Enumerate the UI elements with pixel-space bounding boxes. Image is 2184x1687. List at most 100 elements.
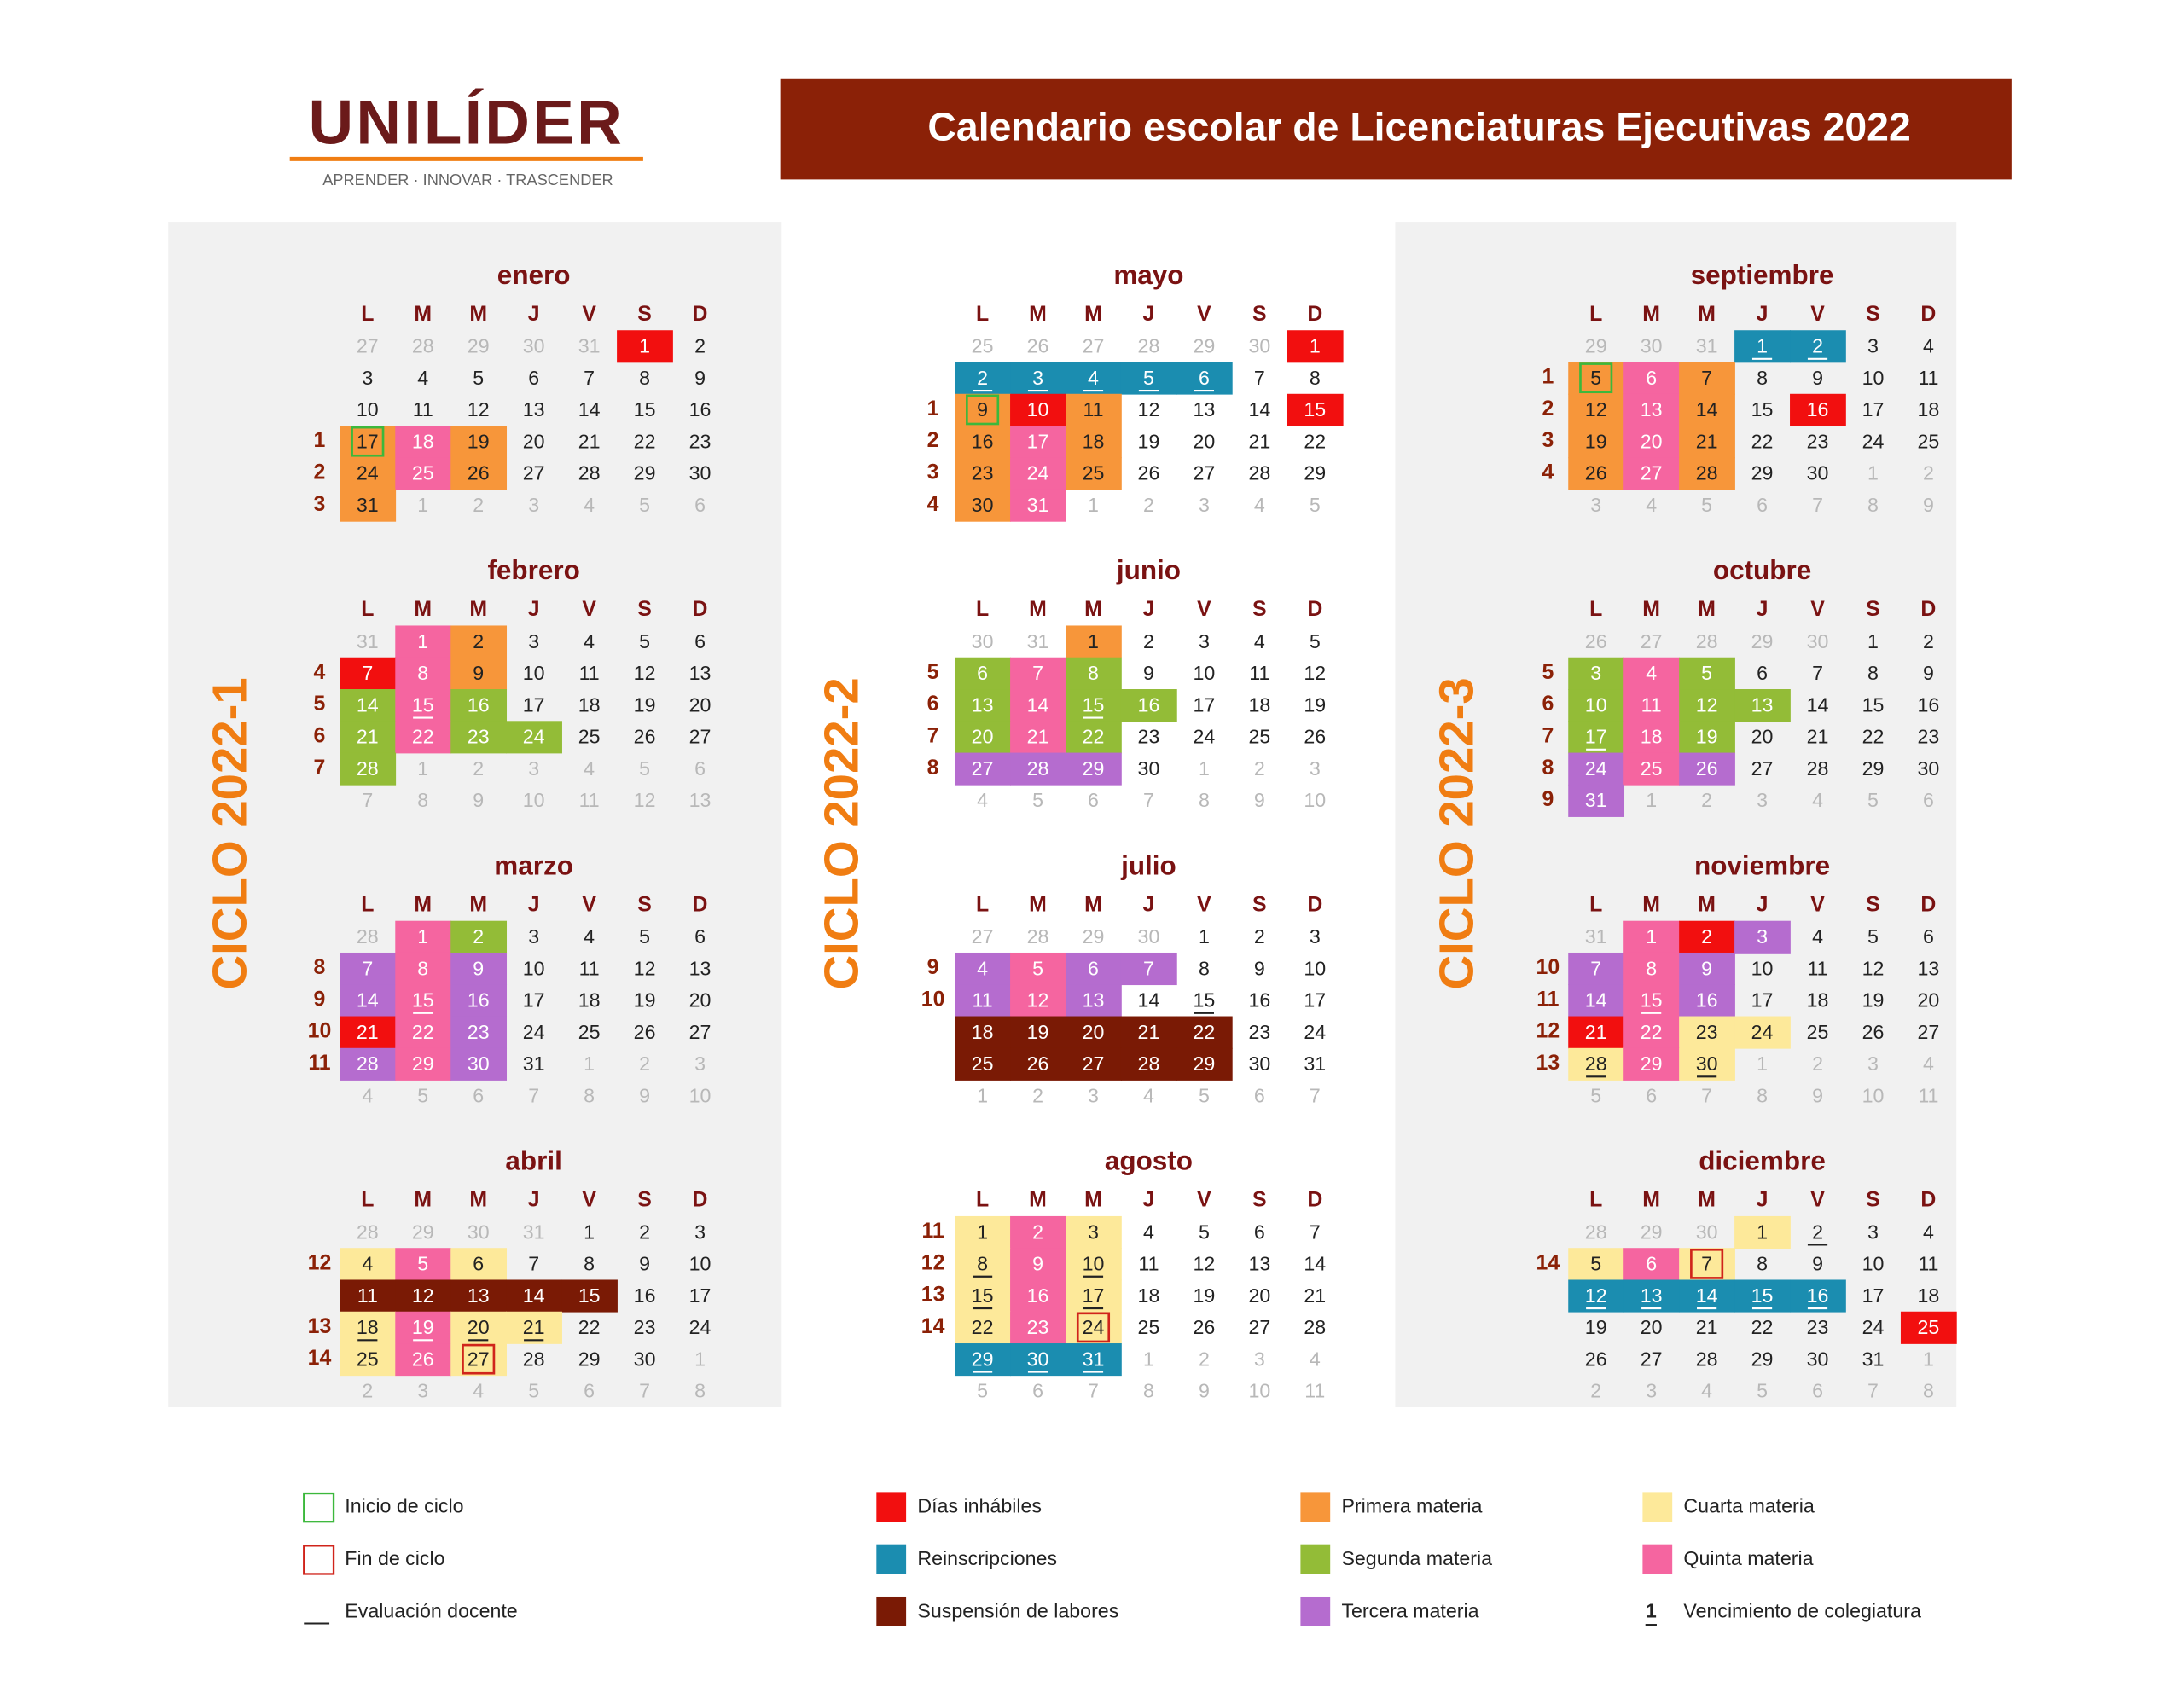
day-number: 2 — [694, 335, 706, 357]
day-number: 31 — [1027, 630, 1049, 652]
day-number: 13 — [1248, 1253, 1270, 1275]
day-number: 30 — [1807, 462, 1829, 484]
day-cell — [955, 1248, 1011, 1281]
day-number: 17 — [1862, 1284, 1885, 1307]
day-number: 6 — [1923, 789, 1934, 811]
day-number: 3 — [1088, 1220, 1099, 1243]
day-number: 27 — [1751, 757, 1774, 780]
day-cell — [450, 721, 508, 754]
day-number: 3 — [1757, 925, 1768, 948]
weekday-header: L — [361, 598, 374, 621]
day-number: 9 — [473, 957, 484, 979]
weekday-header: L — [1589, 893, 1602, 916]
month-name: enero — [497, 260, 571, 290]
day-cell — [1623, 752, 1680, 786]
logo-tagline: APRENDER · INNOVAR · TRASCENDER — [322, 171, 613, 188]
day-number: 10 — [689, 1084, 712, 1106]
week-number: 14 — [921, 1315, 945, 1338]
weekday-header: D — [1920, 303, 1936, 326]
day-number: 31 — [1696, 335, 1718, 357]
legend-label: Suspensión de labores — [917, 1599, 1118, 1621]
day-number: 13 — [1751, 693, 1774, 716]
weekday-header: L — [976, 893, 989, 916]
day-cell — [955, 489, 1011, 522]
day-cell — [1176, 1016, 1233, 1049]
day-number: 28 — [1696, 1348, 1718, 1370]
day-number: 4 — [1310, 1348, 1321, 1370]
day-cell — [1679, 1279, 1735, 1313]
day-number: 21 — [1696, 1316, 1718, 1338]
day-number: 20 — [1751, 726, 1774, 748]
day-number: 10 — [1193, 662, 1215, 684]
day-number: 7 — [639, 1380, 650, 1402]
week-number: 13 — [308, 1315, 332, 1338]
week-number: 1 — [1542, 366, 1554, 389]
day-number: 2 — [1143, 494, 1154, 516]
day-number: 15 — [412, 693, 434, 716]
day-cell — [1120, 1047, 1177, 1081]
day-number: 26 — [1138, 462, 1160, 484]
day-number: 12 — [1696, 693, 1718, 716]
day-number: 29 — [634, 462, 656, 484]
day-number: 11 — [973, 989, 993, 1012]
day-number: 26 — [1585, 1348, 1607, 1370]
week-number: 13 — [1536, 1052, 1560, 1075]
day-number: 26 — [468, 462, 490, 484]
day-cell — [1623, 1248, 1680, 1281]
month-name: octubre — [1713, 555, 1811, 585]
day-cell — [395, 952, 452, 986]
day-number: 8 — [1143, 1380, 1154, 1402]
legend-label: Cuarta materia — [1683, 1495, 1814, 1517]
day-cell — [1568, 1248, 1625, 1281]
weekday-header: V — [1197, 893, 1211, 916]
day-number: 4 — [1646, 662, 1657, 684]
day-number: 4 — [1143, 1084, 1154, 1106]
day-number: 7 — [362, 662, 373, 684]
day-cell — [1066, 1343, 1122, 1377]
day-number: 28 — [1696, 462, 1718, 484]
day-number: 30 — [689, 462, 712, 484]
day-number: 12 — [1304, 662, 1326, 684]
day-number: 17 — [523, 693, 545, 716]
day-cell — [1679, 752, 1735, 786]
week-number: 13 — [921, 1284, 945, 1307]
day-number: 6 — [1088, 957, 1099, 979]
weekday-header: D — [693, 598, 708, 621]
day-number: 25 — [1641, 757, 1663, 780]
day-number: 15 — [1641, 989, 1663, 1012]
day-number: 6 — [694, 925, 706, 948]
day-number: 2 — [1032, 1084, 1043, 1106]
day-number: 10 — [1862, 367, 1885, 389]
weekday-header: M — [469, 303, 487, 326]
day-cell — [1790, 1279, 1846, 1313]
day-number: 30 — [1138, 925, 1160, 948]
day-number: 5 — [1590, 367, 1601, 389]
day-number: 1 — [1757, 335, 1768, 357]
day-number: 7 — [1701, 1253, 1712, 1275]
day-number: 14 — [357, 989, 379, 1012]
weekday-header: S — [1252, 598, 1267, 621]
day-number: 6 — [528, 367, 539, 389]
day-cell — [1010, 1279, 1066, 1313]
day-number: 9 — [1254, 957, 1265, 979]
day-number: 15 — [1304, 398, 1326, 420]
day-number: 1 — [417, 757, 428, 780]
day-number: 2 — [473, 757, 484, 780]
day-number: 5 — [1867, 789, 1879, 811]
day-number: 21 — [1248, 430, 1270, 452]
day-number: 8 — [1199, 957, 1210, 979]
day-number: 30 — [1027, 1348, 1049, 1370]
day-cell — [1679, 920, 1735, 954]
weekday-header: L — [361, 303, 374, 326]
weekday-header: L — [361, 893, 374, 916]
day-number: 27 — [357, 335, 379, 357]
day-cell — [340, 1343, 397, 1377]
day-number: 16 — [689, 398, 712, 420]
month-name: noviembre — [1694, 850, 1830, 880]
day-number: 7 — [1812, 662, 1823, 684]
day-cell — [1568, 657, 1625, 690]
day-number: 6 — [1199, 367, 1210, 389]
day-cell — [1679, 1248, 1735, 1281]
day-cell — [506, 1311, 562, 1344]
day-cell — [1679, 393, 1735, 426]
